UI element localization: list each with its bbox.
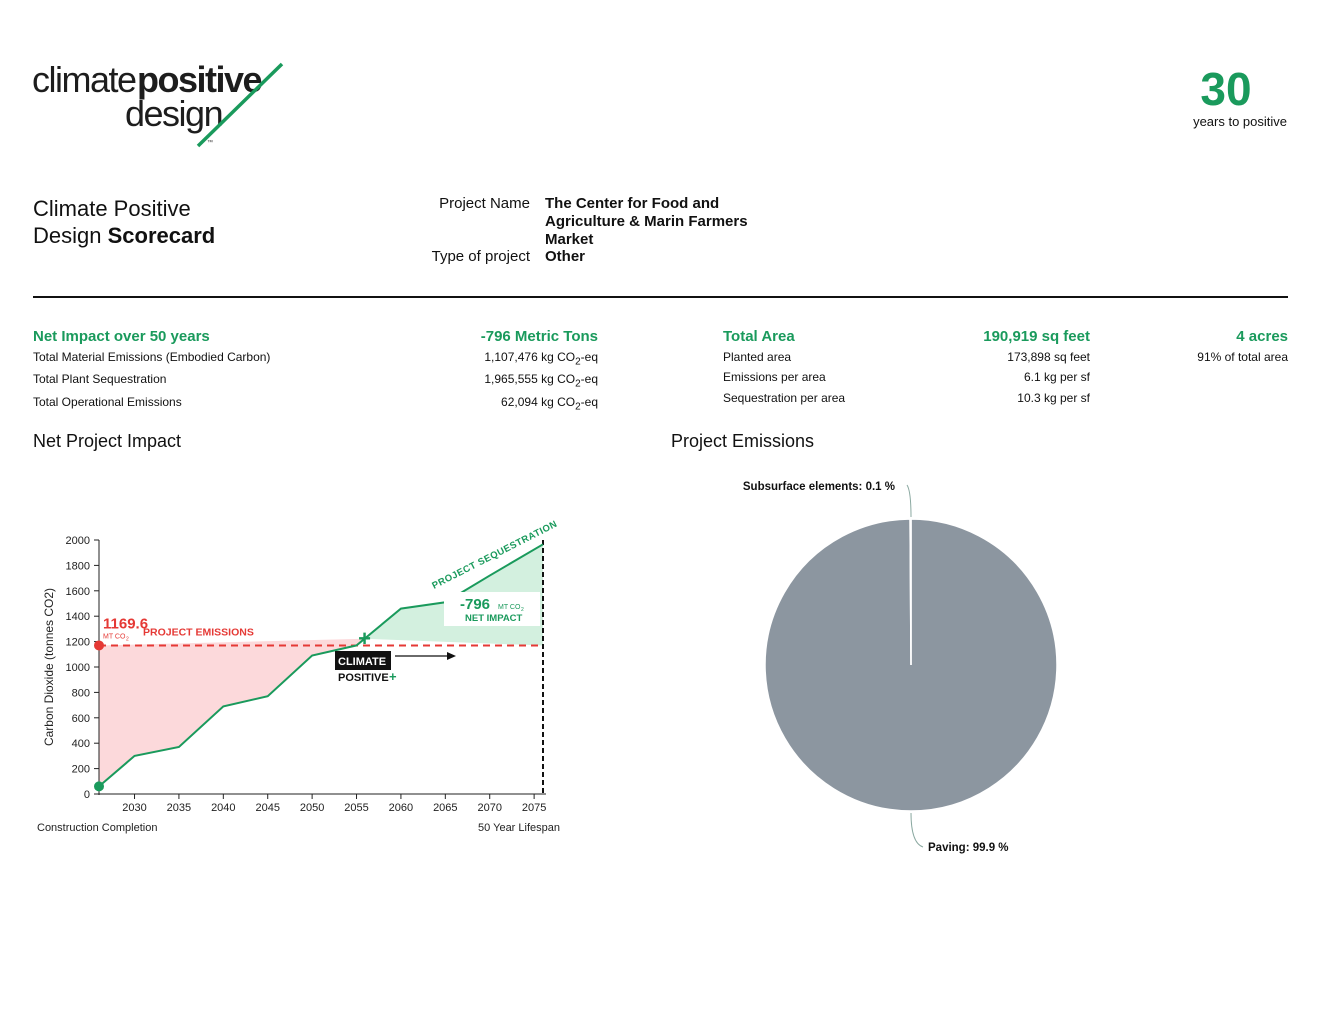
page-title-bold: Scorecard	[107, 223, 216, 248]
emissions-area	[99, 638, 365, 787]
net-impact-unit-label: MT CO	[498, 604, 521, 611]
total-area-heading: Total Area	[723, 328, 795, 345]
page-title-prefix: Design	[33, 223, 108, 248]
plant-sequestration-label: Total Plant Sequestration	[33, 372, 167, 386]
y-tick-label: 1200	[66, 637, 90, 649]
y-tick-label: 2000	[66, 535, 90, 547]
positive-plus-icon: +	[389, 669, 397, 684]
emissions-unit-label: MT CO	[103, 633, 126, 640]
sequestration-start-point	[94, 781, 104, 792]
x-tick-label: 2070	[477, 802, 501, 814]
net-impact-box	[444, 592, 540, 626]
emissions-start-point	[94, 640, 104, 651]
emissions-value-label: 1169.6	[103, 615, 148, 632]
construction-completion-label: Construction Completion	[37, 822, 158, 834]
positive-label: POSITIVE	[338, 672, 389, 684]
x-tick-label: 2055	[344, 802, 368, 814]
x-tick-label: 2030	[122, 802, 146, 814]
planted-area-percent: 91% of total area	[1197, 350, 1288, 364]
project-type-value: Other	[545, 248, 586, 265]
climate-positive-design-logo: climate positive design ™	[30, 58, 300, 153]
crossover-plus-icon: +	[358, 626, 371, 651]
x-tick-label: 2060	[389, 802, 413, 814]
pie-slice-1	[909, 518, 912, 666]
logo-word-climate: climate	[32, 59, 137, 100]
project-emissions-label: PROJECT EMISSIONS	[143, 626, 254, 638]
operational-emissions-value: 62,094 kg CO2-eq	[501, 395, 598, 413]
y-tick-label: 200	[72, 764, 90, 776]
y-tick-label: 800	[72, 687, 90, 699]
project-emissions-pie: Paving: 99.9 % Subsurface elements: 0.1 %	[743, 481, 1058, 854]
lifespan-label: 50 Year Lifespan	[478, 822, 560, 834]
x-tick-label: 2075	[522, 802, 546, 814]
total-area-acres: 4 acres	[1236, 328, 1288, 345]
net-impact-unit-sub: 2	[521, 607, 524, 613]
y-tick-label: 1400	[66, 611, 90, 623]
y-axis-title: Carbon Dioxide (tonnes CO2)	[42, 588, 56, 746]
header-divider	[33, 296, 1288, 298]
subsurface-leader-line	[906, 484, 912, 518]
years-to-positive-value: 30	[1200, 63, 1252, 115]
emissions-unit-sub: 2	[126, 636, 129, 642]
x-tick-label: 2065	[433, 802, 457, 814]
x-tick-label: 2045	[255, 802, 279, 814]
project-type-label: Type of project	[431, 248, 530, 265]
logo-word-positive: positive	[137, 59, 263, 100]
y-tick-label: 600	[72, 713, 90, 725]
climate-label: CLIMATE	[338, 656, 386, 668]
page-title-line1: Climate Positive	[33, 196, 191, 221]
sequestration-per-area-value: 10.3 kg per sf	[1017, 391, 1090, 405]
climate-label-box	[335, 651, 391, 670]
emissions-per-area-value: 6.1 kg per sf	[1023, 370, 1090, 384]
net-impact-heading: Net Impact over 50 years	[33, 328, 210, 345]
x-tick-label: 2050	[300, 802, 324, 814]
operational-emissions-label: Total Operational Emissions	[33, 395, 182, 409]
total-area-value: 190,919 sq feet	[983, 328, 1090, 345]
project-name-value: The Center for Food and Agriculture & Ma…	[545, 195, 748, 248]
y-tick-label: 1600	[66, 586, 90, 598]
emissions-per-area-label: Emissions per area	[723, 370, 826, 384]
net-impact-chart: 0 200 400 600 800 1000 1200 1400 1600 1800 2000 203…	[42, 519, 559, 814]
planted-area-label: Planted area	[723, 350, 792, 364]
page-title-line2: Design Scorecard	[33, 222, 215, 249]
logo-word-design: design	[125, 93, 224, 134]
x-tick-label: 2035	[167, 802, 191, 814]
plant-sequestration-value: 1,965,555 kg CO2-eq	[484, 372, 598, 390]
y-tick-label: 400	[72, 738, 90, 750]
material-emissions-value: 1,107,476 kg CO2-eq	[484, 350, 598, 368]
years-to-positive-label: years to positive	[1193, 114, 1287, 129]
subsurface-label: Subsurface elements: 0.1 %	[743, 481, 895, 493]
project-emissions-title: Project Emissions	[671, 431, 815, 451]
net-impact-value: -796 Metric Tons	[480, 328, 598, 345]
net-project-impact-title: Net Project Impact	[33, 431, 182, 451]
material-emissions-label: Total Material Emissions (Embodied Carbo…	[33, 350, 271, 364]
paving-leader-line	[910, 812, 924, 848]
arrow-head-icon	[447, 652, 456, 660]
planted-area-value: 173,898 sq feet	[1007, 350, 1090, 364]
net-impact-value-label: -796	[460, 596, 490, 613]
project-name-label: Project Name	[439, 195, 530, 212]
y-tick-label: 1000	[66, 662, 90, 674]
net-impact-label: NET IMPACT	[465, 613, 523, 624]
logo-tm: ™	[207, 140, 213, 146]
y-tick-label: 0	[84, 789, 90, 801]
paving-label: Paving: 99.9 %	[928, 842, 1009, 854]
sequestration-per-area-label: Sequestration per area	[723, 391, 846, 405]
logo-slash-icon	[196, 62, 284, 148]
x-tick-label: 2040	[211, 802, 235, 814]
page-title: Climate Positive Design Scorecard	[33, 195, 215, 249]
y-tick-label: 1800	[66, 560, 90, 572]
